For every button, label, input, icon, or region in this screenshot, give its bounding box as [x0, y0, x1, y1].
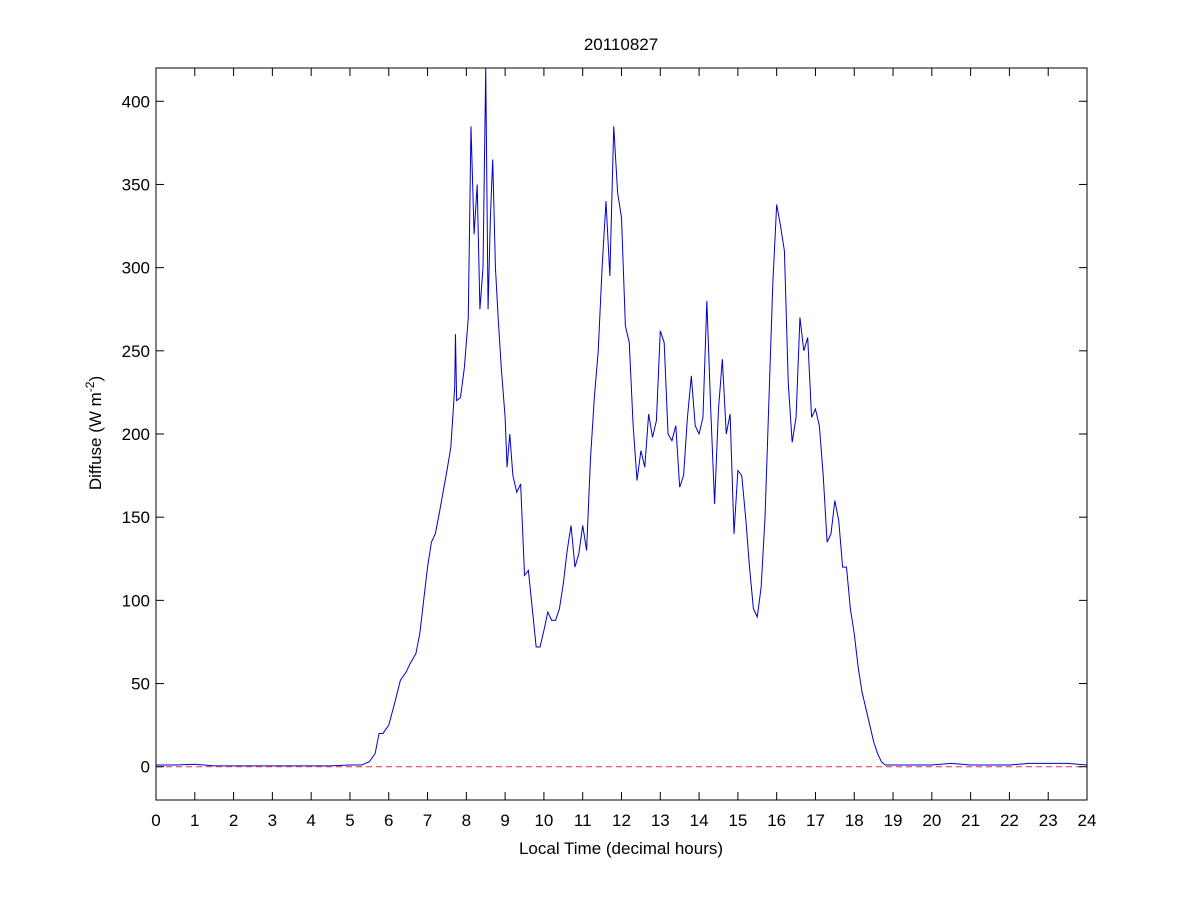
y-tick-label: 150 [122, 508, 150, 527]
y-tick-label: 350 [122, 175, 150, 194]
x-tick-label: 16 [767, 811, 786, 830]
y-axis-title-close: ) [86, 376, 105, 382]
x-tick-label: 2 [229, 811, 238, 830]
y-tick-label: 250 [122, 342, 150, 361]
x-tick-label: 6 [384, 811, 393, 830]
ticks: 0 1 2 3 4 5 6 7 8 9 10 11 12 13 14 15 16 17 18 19 20 21 22 23 24… [122, 68, 1097, 830]
x-tick-label: 11 [574, 811, 592, 830]
x-tick-label: 10 [534, 811, 553, 830]
y-tick-label: 400 [122, 92, 150, 111]
series-line-diffuse [156, 67, 1088, 767]
x-tick-label: 20 [922, 811, 941, 830]
x-tick-label: 4 [306, 811, 315, 830]
series-layer [156, 67, 1088, 768]
x-tick-label: 15 [728, 811, 747, 830]
x-tick-label: 9 [500, 811, 509, 830]
x-tick-label: 13 [651, 811, 670, 830]
y-axis-title-main: Diffuse (W m [86, 392, 105, 490]
x-tick-label: 3 [268, 811, 277, 830]
x-tick-label: 14 [690, 811, 709, 830]
y-tick-label: 200 [122, 425, 150, 444]
x-tick-label: 1 [190, 811, 199, 830]
x-tick-label: 21 [961, 811, 980, 830]
x-tick-label: 17 [806, 811, 825, 830]
plot-background [156, 68, 1087, 800]
x-tick-label: 0 [151, 811, 160, 830]
y-axis-title-superscript: -2 [83, 381, 97, 392]
x-tick-label: 12 [612, 811, 631, 830]
x-tick-label: 19 [884, 811, 903, 830]
y-tick-label: 0 [141, 758, 150, 777]
x-tick-label: 24 [1078, 811, 1097, 830]
x-tick-label: 22 [1000, 811, 1019, 830]
y-tick-label: 50 [131, 675, 150, 694]
chart-title: 20110827 [584, 35, 658, 54]
x-tick-label: 23 [1039, 811, 1058, 830]
x-tick-label: 8 [462, 811, 471, 830]
y-tick-label: 300 [122, 259, 150, 278]
plot-area [156, 68, 1087, 800]
y-axis-title: Diffuse (W m-2) [83, 376, 105, 490]
x-tick-label: 18 [845, 811, 864, 830]
x-tick-label: 7 [423, 811, 432, 830]
x-axis-title: Local Time (decimal hours) [519, 839, 723, 858]
y-tick-label: 100 [122, 591, 150, 610]
x-tick-label: 5 [345, 811, 354, 830]
